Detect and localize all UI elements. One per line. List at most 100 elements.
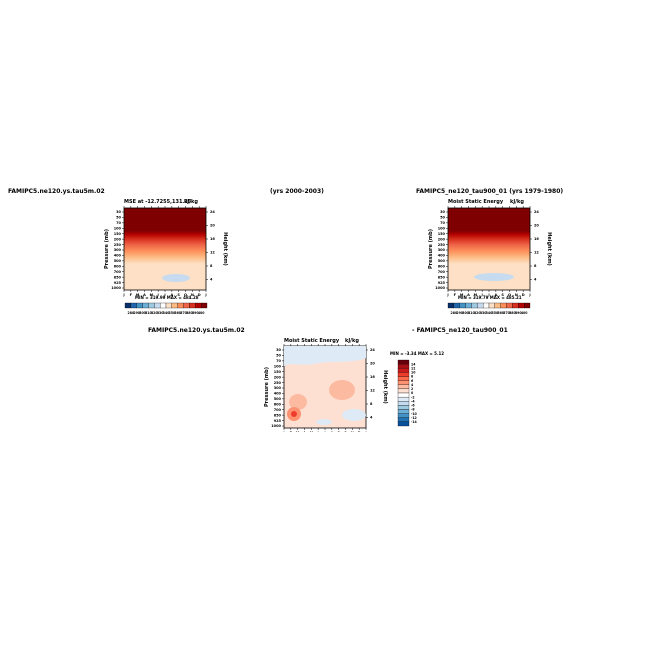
- pressure-tick-label: 200: [274, 375, 282, 379]
- right-panel-units: kJ/kg: [510, 199, 524, 205]
- colorbar-label: 300: [462, 311, 469, 315]
- height-tick-label: 16: [210, 237, 215, 241]
- diff-negative-region-top: [284, 346, 366, 366]
- month-tick-label: J: [323, 431, 325, 432]
- pressure-tick-label: 400: [438, 254, 446, 258]
- month-tick-label: J: [317, 431, 319, 432]
- diff-colorbar-swatch: [397, 405, 410, 410]
- colorbar-label: 290: [133, 311, 140, 315]
- left-panel-units: kJ/kg: [184, 199, 198, 205]
- diff-colorbar-swatch: [397, 413, 410, 418]
- month-tick-label: J: [163, 293, 165, 297]
- diff-colorbar-label: -6: [411, 404, 415, 408]
- pressure-tick-label: 200: [114, 237, 122, 241]
- pressure-tick-label: 70: [440, 221, 445, 225]
- month-tick-label: S: [177, 293, 180, 297]
- colorbar-label: 310: [468, 311, 475, 315]
- diff-colorbar-label: 8: [411, 375, 414, 379]
- pressure-tick-label: 700: [274, 408, 282, 412]
- colorbar-label: 290: [456, 311, 463, 315]
- height-tick-label: 24: [210, 210, 215, 214]
- month-tick-label: J: [481, 293, 483, 297]
- month-tick-label: D: [522, 293, 525, 297]
- pressure-tick-label: 100: [114, 226, 122, 230]
- diff-colorbar-swatch: [397, 376, 410, 381]
- colorbar-swatch: [512, 302, 519, 309]
- month-tick-label: S: [501, 293, 504, 297]
- month-tick-label: M: [310, 431, 314, 432]
- diff-colorbar-label: -14: [411, 420, 418, 424]
- month-tick-label: J: [364, 431, 366, 432]
- pressure-tick-label: 250: [274, 381, 282, 385]
- colorbar-label: 350: [169, 311, 176, 315]
- month-tick-label: M: [296, 431, 300, 432]
- month-tick-label: F: [130, 293, 133, 297]
- height-tick-label: 8: [370, 402, 373, 406]
- diff-colorbar-label: -10: [411, 412, 418, 416]
- height-tick-label: 12: [370, 389, 375, 393]
- pressure-tick-label: 1000: [111, 286, 121, 290]
- colorbar-swatch: [159, 302, 167, 309]
- month-tick-label: O: [508, 293, 511, 297]
- pressure-tick-label: 700: [114, 270, 122, 274]
- diff-colorbar-label: -4: [411, 399, 415, 403]
- colorbar-swatch: [136, 302, 143, 309]
- diff-colorbar-label: 12: [411, 366, 415, 370]
- colorbar-swatch: [177, 302, 184, 309]
- pressure-tick-label: 150: [438, 232, 446, 236]
- pressure-tick-label: 850: [274, 413, 282, 417]
- pressure-tick-label: 850: [438, 275, 446, 279]
- colorbar-label: 330: [157, 311, 164, 315]
- pressure-tick-label: 50: [440, 216, 445, 220]
- pressure-tick-label: 150: [274, 370, 282, 374]
- pressure-tick-label: 925: [438, 281, 446, 285]
- diff-case-b-title: - FAMIPC5_ne120_tau900_01: [412, 327, 508, 334]
- height-tick-label: 4: [370, 416, 373, 420]
- right-height-axis-label: Height (km): [546, 232, 552, 266]
- pressure-tick-label: 30: [440, 210, 445, 214]
- month-tick-label: O: [184, 293, 187, 297]
- diff-colorbar-swatch: [397, 380, 410, 385]
- diff-case-a-title: FAMIPC5.ne120.ys.tau5m.02: [148, 327, 245, 334]
- diff-colorbar-swatch: [397, 409, 410, 414]
- month-tick-label: A: [330, 431, 333, 432]
- diff-colorbar-swatch: [397, 372, 410, 377]
- colorbar-swatch: [488, 302, 496, 309]
- left-height-axis: 24 20 16 12 8 4: [206, 210, 215, 282]
- colorbar-label: 370: [503, 311, 510, 315]
- colorbar-swatch: [189, 302, 196, 309]
- diff-height-axis: 24 20 16 12 8 4: [366, 348, 375, 420]
- pressure-tick-label: 250: [438, 243, 446, 247]
- month-tick-label: J: [446, 293, 448, 297]
- diff-colorbar-label: 0: [411, 391, 414, 395]
- month-tick-label: D: [358, 431, 361, 432]
- colorbar-label: 320: [151, 311, 158, 315]
- month-tick-label: J: [282, 431, 284, 432]
- colorbar-label: 390: [515, 311, 522, 315]
- diff-colorbar-swatch: [397, 384, 410, 390]
- diff-pressure-axis-label: Pressure (mb): [264, 367, 270, 407]
- height-tick-label: 4: [210, 278, 213, 282]
- month-tick-label: O: [344, 431, 347, 432]
- colorbar-swatch: [130, 302, 137, 309]
- month-tick-label: N: [191, 293, 194, 297]
- colorbar-swatch: [471, 302, 478, 309]
- colorbar-swatch: [506, 302, 513, 309]
- diff-colorbar-swatch: [397, 388, 410, 394]
- month-tick-label: M: [150, 293, 154, 297]
- month-tick-label: A: [303, 431, 306, 432]
- colorbar-swatch: [477, 302, 484, 309]
- left-contour-plot: 3050701001502002503004005006007008509251…: [104, 206, 228, 297]
- colorbar-label: 390: [192, 311, 199, 315]
- diff-colorbar-label: -2: [411, 395, 415, 399]
- diff-panel-units: kJ/kg: [345, 338, 359, 344]
- pressure-tick-label: 925: [114, 281, 122, 285]
- month-tick-label: N: [515, 293, 518, 297]
- left-panel-var-label: MSE at -12.7255,131.35: [124, 199, 192, 205]
